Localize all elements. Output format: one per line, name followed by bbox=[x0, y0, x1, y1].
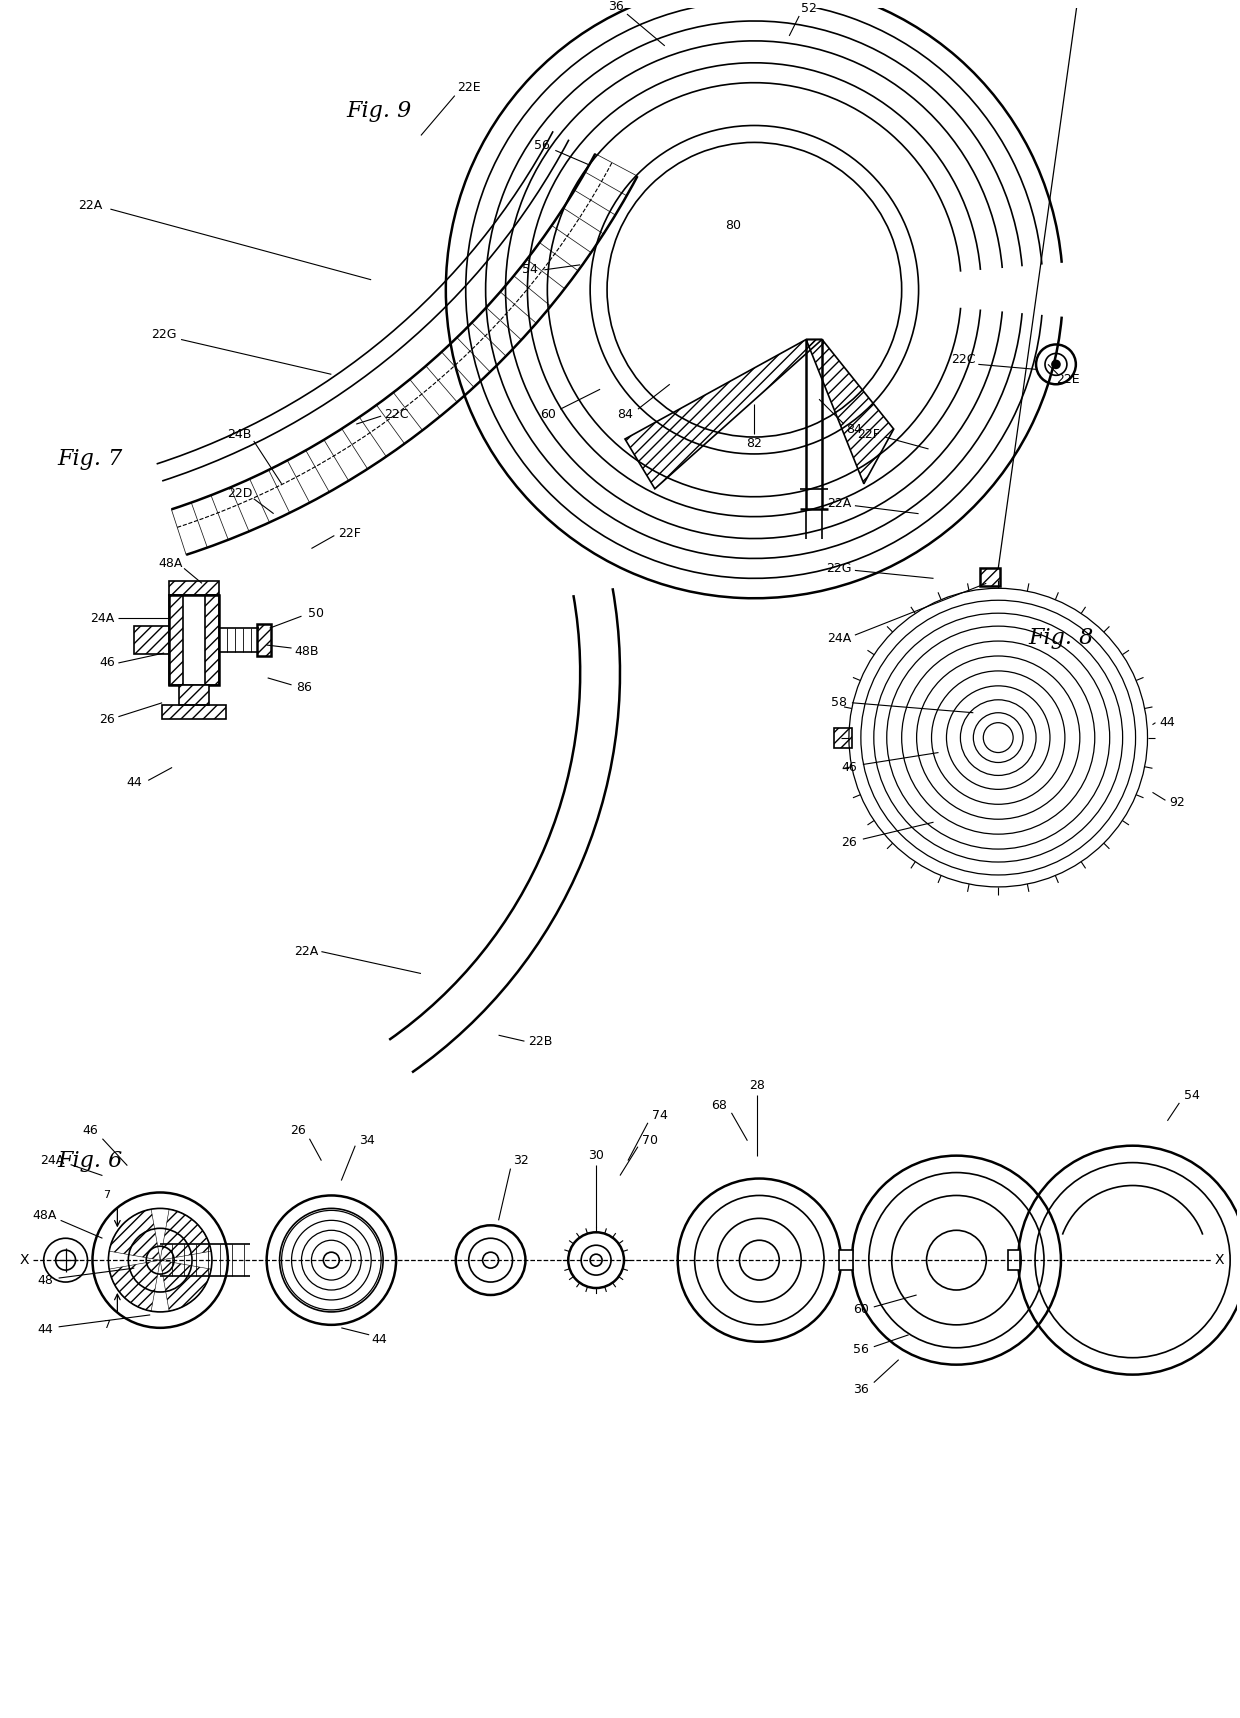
Text: 22G: 22G bbox=[151, 328, 177, 340]
Text: 30: 30 bbox=[588, 1149, 604, 1161]
Text: 22A: 22A bbox=[294, 945, 319, 959]
Text: 22G: 22G bbox=[826, 562, 852, 576]
Text: 48: 48 bbox=[37, 1273, 53, 1287]
Text: 48B: 48B bbox=[294, 644, 319, 658]
Text: 22A: 22A bbox=[827, 497, 851, 510]
Text: 54: 54 bbox=[522, 263, 538, 277]
Text: 48A: 48A bbox=[157, 557, 182, 570]
Text: X: X bbox=[20, 1252, 30, 1268]
Bar bbox=[981, 569, 1001, 586]
Text: 7: 7 bbox=[103, 1319, 110, 1330]
Text: 22E: 22E bbox=[456, 81, 481, 94]
Text: 22C: 22C bbox=[384, 407, 408, 421]
Text: 26: 26 bbox=[99, 713, 115, 727]
Text: 26: 26 bbox=[841, 835, 857, 849]
Text: 22B: 22B bbox=[528, 1034, 553, 1048]
Text: 24A: 24A bbox=[827, 632, 851, 644]
Text: X: X bbox=[1214, 1252, 1224, 1268]
Text: 46: 46 bbox=[83, 1124, 98, 1137]
Text: 48A: 48A bbox=[32, 1209, 57, 1221]
Text: Fig. 6: Fig. 6 bbox=[57, 1149, 123, 1172]
Text: Fig. 7: Fig. 7 bbox=[57, 448, 123, 471]
Text: 22C: 22C bbox=[951, 352, 976, 366]
Text: 24A: 24A bbox=[41, 1154, 64, 1167]
Text: 44: 44 bbox=[371, 1333, 387, 1347]
Text: 58: 58 bbox=[831, 696, 847, 710]
Text: 44: 44 bbox=[1159, 716, 1176, 728]
Text: 44: 44 bbox=[38, 1323, 53, 1337]
Text: 70: 70 bbox=[642, 1134, 658, 1148]
Bar bbox=[179, 685, 208, 704]
Bar bbox=[169, 581, 219, 594]
Text: 82: 82 bbox=[746, 438, 763, 450]
Text: 22E: 22E bbox=[1056, 373, 1080, 387]
Circle shape bbox=[590, 1254, 603, 1266]
Text: 22A: 22A bbox=[78, 199, 103, 211]
Text: 34: 34 bbox=[360, 1134, 374, 1148]
Text: 74: 74 bbox=[652, 1110, 668, 1122]
Bar bbox=[981, 569, 1001, 586]
Bar bbox=[169, 594, 184, 685]
Text: Fig. 8: Fig. 8 bbox=[1028, 627, 1094, 649]
Text: 84: 84 bbox=[618, 407, 632, 421]
Text: 50: 50 bbox=[309, 606, 325, 620]
Circle shape bbox=[324, 1252, 340, 1268]
Text: 22F: 22F bbox=[857, 428, 880, 440]
Text: 84: 84 bbox=[846, 423, 862, 436]
Bar bbox=[179, 685, 208, 704]
Text: 92: 92 bbox=[1169, 795, 1185, 809]
Text: 36: 36 bbox=[853, 1383, 869, 1397]
Bar bbox=[257, 624, 270, 656]
Text: 32: 32 bbox=[512, 1154, 528, 1167]
Bar bbox=[162, 704, 226, 718]
Bar bbox=[169, 594, 219, 685]
Text: 54: 54 bbox=[1184, 1089, 1200, 1103]
Text: 24A: 24A bbox=[91, 612, 114, 625]
Text: Fig. 9: Fig. 9 bbox=[346, 100, 412, 122]
Text: 28: 28 bbox=[749, 1079, 765, 1093]
Bar bbox=[1008, 1251, 1021, 1270]
Bar bbox=[835, 728, 852, 747]
Text: 46: 46 bbox=[99, 656, 115, 670]
Text: 22D: 22D bbox=[227, 488, 253, 500]
Circle shape bbox=[1052, 361, 1060, 368]
Text: 44: 44 bbox=[126, 777, 143, 789]
Text: 46: 46 bbox=[841, 761, 857, 775]
Text: 56: 56 bbox=[853, 1343, 869, 1356]
Text: 52: 52 bbox=[801, 2, 817, 14]
Text: 24B: 24B bbox=[228, 428, 252, 440]
Text: 7: 7 bbox=[103, 1191, 110, 1201]
Text: 80: 80 bbox=[725, 218, 742, 232]
Bar bbox=[134, 625, 188, 655]
Bar bbox=[205, 594, 219, 685]
Bar bbox=[257, 624, 270, 656]
Text: 60: 60 bbox=[541, 407, 557, 421]
Text: 56: 56 bbox=[534, 139, 551, 151]
Text: 60: 60 bbox=[853, 1304, 869, 1316]
Text: 68: 68 bbox=[712, 1100, 728, 1112]
Bar bbox=[839, 1251, 853, 1270]
Bar bbox=[134, 625, 188, 655]
Text: 86: 86 bbox=[296, 682, 312, 694]
Text: 36: 36 bbox=[608, 0, 624, 12]
Text: 26: 26 bbox=[290, 1124, 305, 1137]
Text: 22F: 22F bbox=[337, 527, 361, 539]
